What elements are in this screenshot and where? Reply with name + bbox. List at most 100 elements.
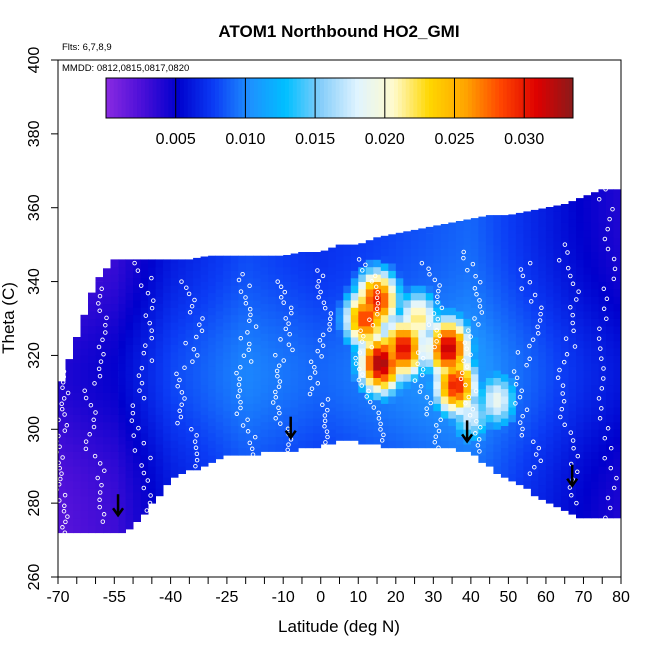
heatmap-cell (320, 333, 329, 342)
heatmap-cell (508, 444, 517, 452)
heatmap-cell (358, 296, 367, 305)
heatmap-cell (103, 466, 111, 474)
heatmap-cell (395, 248, 404, 257)
heatmap-cell (215, 281, 224, 290)
heatmap-cell (88, 377, 96, 386)
heatmap-cell (343, 248, 352, 257)
heatmap-cell (418, 396, 427, 404)
heatmap-cell (410, 381, 419, 390)
flight-sample-point (517, 394, 523, 400)
heatmap-cell (328, 407, 337, 415)
heatmap-cell (613, 325, 622, 334)
heatmap-cell (448, 314, 457, 323)
heatmap-cell (485, 244, 494, 253)
heatmap-cell (343, 292, 352, 301)
heatmap-cell (591, 289, 599, 297)
flight-sample-point (357, 366, 362, 372)
heatmap-cell (88, 488, 96, 497)
heatmap-cell (455, 355, 464, 364)
flight-sample-point (464, 364, 470, 370)
heatmap-cell (606, 189, 614, 194)
flight-sample-point (322, 413, 328, 418)
flight-sample-point (571, 328, 576, 334)
heatmap-cell (350, 425, 359, 434)
heatmap-cell (395, 359, 404, 367)
heatmap-cell (485, 325, 494, 334)
heatmap-cell (613, 355, 622, 364)
heatmap-cell (545, 259, 554, 268)
heatmap-cell (455, 392, 464, 401)
colorbar-segment (117, 78, 123, 118)
flight-sample-point (91, 417, 96, 423)
heatmap-cell (80, 414, 89, 423)
heatmap-cell (298, 359, 307, 367)
heatmap-cell (110, 503, 119, 511)
flight-sample-point (62, 412, 67, 417)
heatmap-cell (395, 381, 404, 390)
heatmap-cell (343, 366, 352, 375)
heatmap-cell (65, 444, 74, 452)
heatmap-cell (523, 385, 532, 393)
heatmap-cell (576, 444, 584, 452)
heatmap-cell (560, 215, 569, 223)
heatmap-cell (613, 370, 622, 378)
heatmap-cell (283, 399, 292, 408)
heatmap-cell (380, 388, 389, 397)
heatmap-cell (410, 255, 419, 264)
heatmap-cell (215, 436, 224, 445)
heatmap-cell (560, 355, 569, 364)
heatmap-cell (380, 285, 389, 294)
flight-sample-point (289, 310, 294, 316)
heatmap-cell (155, 377, 164, 386)
heatmap-cell (500, 255, 509, 264)
heatmap-cell (118, 429, 126, 438)
arrow-marker-head (284, 429, 297, 440)
heatmap-cell (200, 325, 209, 334)
heatmap-cell (110, 421, 119, 430)
heatmap-cell (523, 211, 532, 216)
heatmap-cell (538, 359, 547, 367)
flight-sample-point (427, 272, 432, 277)
heatmap-cell (500, 433, 509, 441)
heatmap-cell (88, 385, 96, 393)
heatmap-cell (65, 421, 74, 430)
heatmap-cell (485, 407, 494, 415)
heatmap-cell (290, 281, 299, 290)
flight-sample-point (565, 250, 570, 255)
heatmap-cell (395, 277, 404, 286)
flight-sample-point (428, 400, 433, 406)
flight-sample-point (97, 308, 102, 313)
heatmap-cell (298, 388, 307, 397)
heatmap-cell (335, 418, 344, 426)
heatmap-cell (170, 425, 179, 434)
heatmap-cell (493, 407, 502, 415)
heatmap-cell (613, 488, 622, 497)
heatmap-cell (508, 259, 517, 268)
heatmap-cell (403, 322, 412, 330)
heatmap-cell (508, 355, 517, 364)
heatmap-cell (613, 429, 622, 438)
heatmap-cell (268, 429, 277, 438)
heatmap-cell (125, 359, 134, 367)
heatmap-cell (365, 421, 374, 430)
heatmap-cell (560, 204, 569, 209)
heatmap-cell (515, 329, 524, 338)
heatmap-cell (88, 510, 96, 519)
heatmap-cell (515, 226, 524, 234)
heatmap-cell (606, 222, 614, 231)
heatmap-cell (478, 418, 487, 426)
heatmap-cell (155, 466, 164, 474)
colorbar-segment (467, 78, 473, 118)
heatmap-cell (95, 281, 104, 290)
flight-sample-point (253, 463, 259, 469)
flight-sample-point (559, 406, 565, 412)
heatmap-cell (178, 340, 186, 349)
heatmap-cell (440, 381, 449, 390)
heatmap-cell (613, 281, 622, 290)
heatmap-cell (418, 440, 427, 449)
heatmap-cell (95, 289, 104, 297)
colorbar-segment (137, 78, 142, 118)
colorbar-segment (347, 78, 352, 118)
heatmap-cell (110, 451, 119, 460)
heatmap-cell (335, 373, 344, 382)
